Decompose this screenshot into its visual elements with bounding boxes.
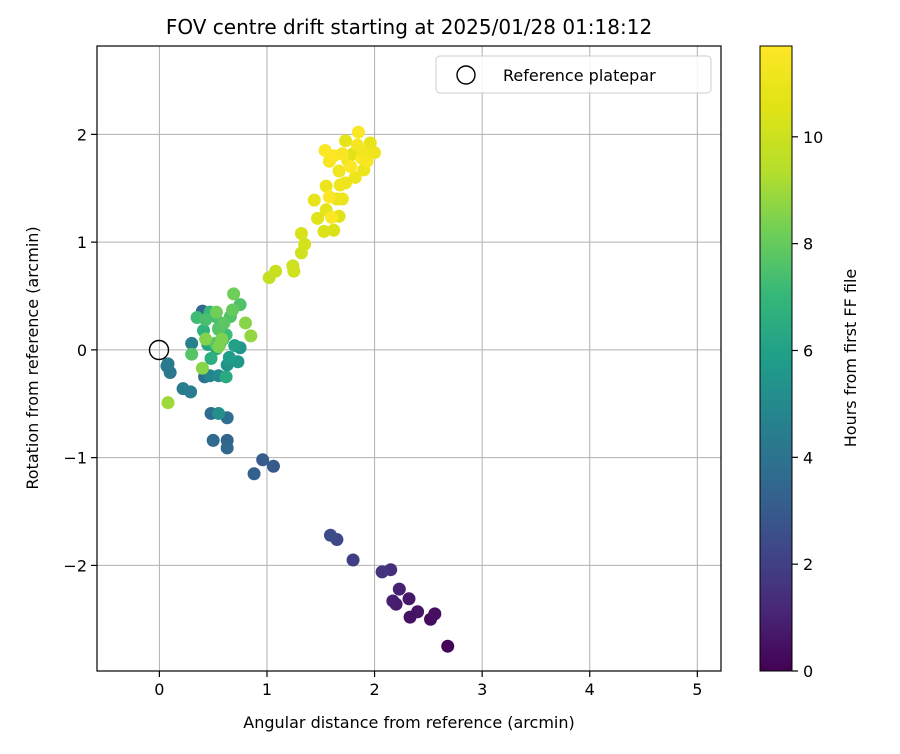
data-point bbox=[195, 361, 209, 375]
x-axis-ticks: 0 1 2 3 4 5 bbox=[154, 671, 702, 699]
data-point bbox=[368, 146, 382, 160]
data-point bbox=[327, 223, 341, 237]
data-point bbox=[287, 264, 301, 278]
data-point bbox=[226, 303, 240, 317]
data-point bbox=[228, 339, 242, 353]
data-point bbox=[339, 176, 353, 190]
data-point bbox=[244, 329, 258, 343]
data-point bbox=[161, 357, 175, 371]
data-point bbox=[204, 352, 218, 365]
data-point bbox=[322, 190, 336, 204]
data-point bbox=[392, 582, 406, 596]
data-point bbox=[402, 592, 416, 606]
data-point bbox=[317, 224, 331, 238]
data-point bbox=[209, 305, 223, 319]
legend: Reference platepar bbox=[435, 55, 712, 94]
data-point bbox=[294, 227, 308, 240]
data-point bbox=[346, 553, 360, 567]
plot-frame bbox=[96, 45, 722, 672]
data-point bbox=[247, 467, 261, 481]
data-point bbox=[339, 134, 353, 148]
data-point bbox=[348, 170, 362, 184]
data-point bbox=[199, 313, 213, 327]
y-tick-label: 0 bbox=[77, 341, 87, 360]
data-points bbox=[160, 125, 455, 653]
data-point bbox=[217, 316, 231, 330]
data-point bbox=[323, 528, 337, 542]
data-point bbox=[375, 565, 389, 579]
data-point bbox=[219, 370, 233, 384]
y-tick-label: −2 bbox=[63, 556, 87, 575]
chart-title: FOV centre drift starting at 2025/01/28 … bbox=[166, 15, 652, 39]
data-point bbox=[161, 396, 175, 410]
x-tick-label: 3 bbox=[477, 680, 487, 699]
data-point bbox=[332, 164, 346, 178]
colorbar-tick-label: 0 bbox=[803, 662, 813, 681]
data-point bbox=[206, 433, 220, 447]
data-point bbox=[227, 287, 241, 301]
x-tick-label: 1 bbox=[262, 680, 272, 699]
data-point bbox=[220, 441, 234, 455]
legend-label: Reference platepar bbox=[503, 66, 656, 85]
colorbar-tick-label: 6 bbox=[803, 341, 813, 360]
y-tick-label: −1 bbox=[63, 449, 87, 468]
data-point bbox=[403, 610, 417, 624]
data-point bbox=[386, 594, 400, 608]
y-axis-label: Rotation from reference (arcmin) bbox=[23, 226, 42, 489]
data-point bbox=[325, 210, 339, 224]
x-tick-label: 0 bbox=[154, 680, 164, 699]
y-tick-label: 2 bbox=[77, 125, 87, 144]
data-point bbox=[184, 385, 198, 399]
data-point bbox=[266, 459, 280, 473]
data-point bbox=[222, 350, 236, 364]
data-point bbox=[212, 340, 226, 354]
legend-box bbox=[435, 55, 712, 94]
data-point bbox=[238, 316, 252, 330]
data-point bbox=[318, 144, 332, 158]
data-point bbox=[357, 146, 371, 160]
data-point bbox=[335, 192, 349, 206]
colorbar-tick-label: 8 bbox=[803, 235, 813, 254]
data-point bbox=[185, 347, 199, 361]
data-point bbox=[298, 237, 312, 251]
x-tick-label: 5 bbox=[692, 680, 702, 699]
data-point bbox=[344, 160, 358, 174]
reference-platepar-marker bbox=[148, 339, 170, 361]
colorbar-label: Hours from first FF file bbox=[841, 269, 860, 448]
x-axis-label: Angular distance from reference (arcmin) bbox=[243, 713, 574, 732]
data-point bbox=[363, 136, 377, 150]
colorbar-tick-label: 10 bbox=[803, 128, 823, 147]
data-point bbox=[311, 211, 325, 225]
colorbar-tick-label: 2 bbox=[803, 555, 813, 574]
data-point bbox=[351, 125, 365, 139]
data-point bbox=[212, 406, 226, 420]
y-tick-label: 1 bbox=[77, 233, 87, 252]
y-axis-ticks: −2 −1 0 1 2 bbox=[63, 125, 97, 575]
data-point bbox=[428, 607, 442, 621]
colorbar-gradient bbox=[759, 45, 793, 672]
colorbar-ticks: 0 2 4 6 8 10 bbox=[792, 128, 823, 681]
data-point bbox=[256, 453, 270, 467]
legend-marker-icon bbox=[456, 65, 476, 85]
data-point bbox=[307, 193, 321, 207]
data-point bbox=[185, 336, 199, 350]
colorbar-tick-label: 4 bbox=[803, 448, 813, 467]
data-point bbox=[199, 332, 213, 346]
colorbar: 0 2 4 6 8 10 Hours from first FF file bbox=[759, 45, 860, 681]
x-tick-label: 4 bbox=[585, 680, 595, 699]
data-point bbox=[441, 639, 455, 653]
data-point bbox=[319, 179, 333, 193]
x-tick-label: 2 bbox=[369, 680, 379, 699]
data-point bbox=[269, 264, 283, 278]
data-point bbox=[335, 147, 349, 161]
